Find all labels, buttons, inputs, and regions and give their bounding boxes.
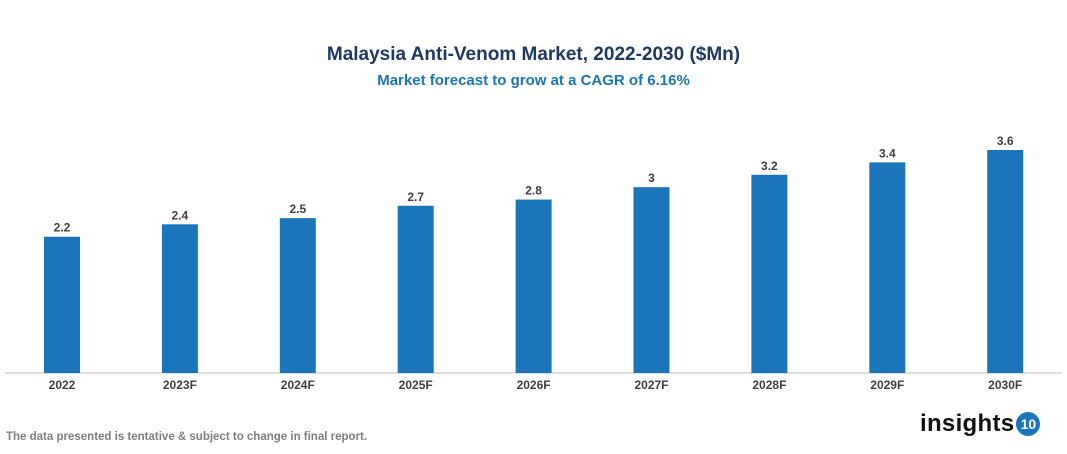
data-label: 3.6 — [997, 134, 1014, 148]
x-tick-label: 2025F — [399, 378, 433, 392]
x-tick-label: 2026F — [517, 378, 551, 392]
logo-text: insights — [920, 410, 1015, 437]
x-tick-label: 2023F — [163, 378, 197, 392]
x-tick-label: 2029F — [870, 378, 904, 392]
data-label: 3 — [648, 171, 655, 185]
data-label: 2.2 — [54, 221, 71, 235]
insights10-logo: insights 10 — [920, 410, 1041, 438]
x-tick-label: 2030F — [988, 378, 1022, 392]
data-label: 3.4 — [879, 146, 896, 160]
logo-badge: 10 — [1016, 412, 1041, 436]
bar-2026F — [515, 199, 552, 373]
data-label: 2.4 — [172, 208, 189, 222]
chart-subtitle: Market forecast to grow at a CAGR of 6.1… — [377, 72, 690, 89]
footer-note: The data presented is tentative & subjec… — [6, 431, 368, 443]
bar-2023F — [161, 224, 198, 373]
data-label: 3.2 — [761, 159, 778, 173]
bar-2029F — [869, 162, 906, 373]
x-tick-label: 2028F — [752, 378, 786, 392]
bar-2024F — [279, 218, 316, 373]
x-tick-label: 2027F — [634, 378, 668, 392]
bar-2027F — [633, 187, 670, 373]
bar-2028F — [751, 174, 788, 373]
bar-2022 — [44, 236, 80, 373]
bar-2030F — [987, 150, 1024, 373]
x-tick-label: 2022 — [49, 378, 76, 392]
x-tick-label: 2024F — [281, 378, 315, 392]
data-label: 2.8 — [525, 184, 542, 198]
data-label: 2.7 — [407, 190, 424, 204]
chart-title: Malaysia Anti-Venom Market, 2022-2030 ($… — [326, 44, 741, 65]
bar-2025F — [397, 205, 434, 373]
data-label: 2.5 — [289, 202, 306, 216]
bar-chart: 2.2 2022 2.4 2023F 2.5 2024F 2.7 2025F 2.8 2026F 3… — [5, 134, 1062, 392]
